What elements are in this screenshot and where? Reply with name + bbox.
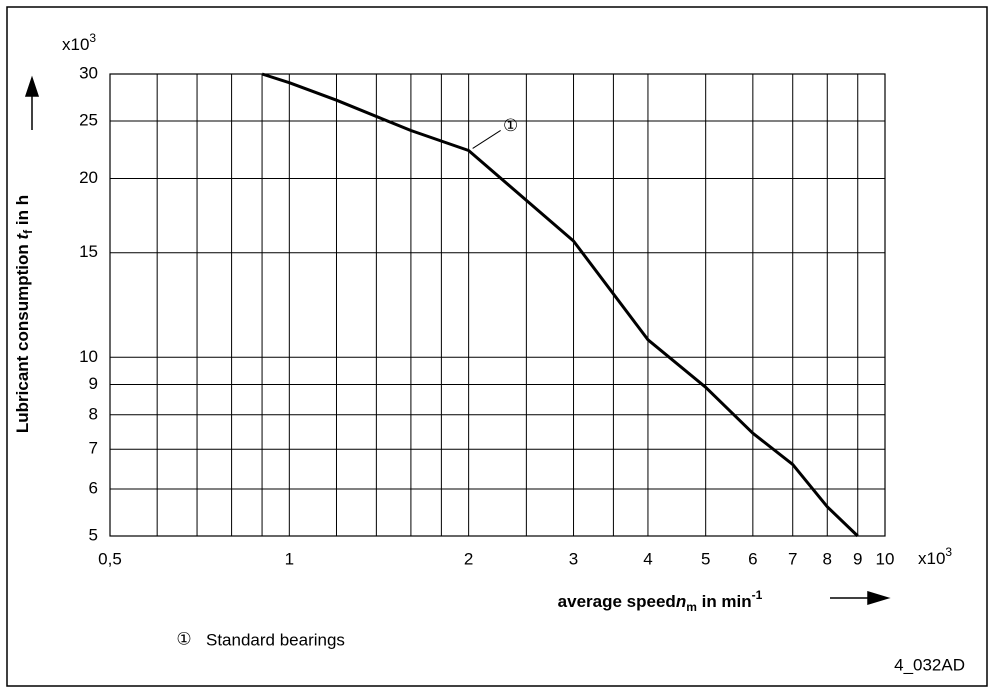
x-tick-label: 1 [285, 549, 294, 568]
y-tick-label: 5 [89, 525, 98, 544]
x-tick-label: 10 [876, 549, 895, 568]
curve-marker: ① [503, 116, 518, 135]
data-line [261, 72, 859, 538]
multiplier-base: x10 [918, 549, 945, 568]
multiplier-exp: 3 [89, 31, 96, 45]
y-tick-label: 20 [79, 168, 98, 187]
legend-marker: ① [176, 629, 191, 648]
callout-line [472, 130, 501, 149]
x-multiplier: x103 [918, 545, 952, 568]
label-var: t [13, 233, 32, 240]
y-tick-label: 30 [79, 63, 98, 82]
x-tick-label: 9 [853, 549, 862, 568]
label-unit: in min [697, 592, 752, 611]
x-tick-label: 6 [748, 549, 757, 568]
label-text: average speed [558, 592, 676, 611]
y-axis-label: Lubricant consumption tf in h [13, 195, 35, 433]
x-tick-label: 3 [569, 549, 578, 568]
y-tick-label: 25 [79, 110, 98, 129]
x-arrow [830, 590, 891, 606]
multiplier-base: x10 [62, 35, 89, 54]
label-var: n [676, 592, 686, 611]
plot-area [109, 73, 886, 537]
legend-label: Standard bearings [206, 630, 345, 649]
x-tick-label: 7 [788, 549, 797, 568]
y-tick-label: 15 [79, 242, 98, 261]
y-tick-label: 10 [79, 347, 98, 366]
x-axis-label: average speednm in min-1 [558, 588, 763, 614]
label-sub: m [686, 600, 697, 614]
y-tick-label: 9 [89, 374, 98, 393]
x-tick-label: 4 [643, 549, 652, 568]
label-sup: -1 [752, 588, 763, 602]
y-arrow [24, 75, 40, 130]
label-sub: f [21, 229, 35, 234]
x-tick-label: 2 [464, 549, 473, 568]
y-tick-label: 7 [89, 439, 98, 458]
y-tick-label: 8 [89, 404, 98, 423]
label-unit: in h [13, 195, 32, 230]
figure-code: 4_032AD [894, 655, 965, 674]
frame [6, 6, 988, 687]
x-tick-label: 0,5 [98, 549, 122, 568]
x-tick-label: 8 [823, 549, 832, 568]
y-multiplier: x103 [62, 31, 96, 54]
label-text: Lubricant consumption [13, 240, 32, 434]
multiplier-exp: 3 [945, 545, 952, 559]
y-tick-label: 6 [89, 478, 98, 497]
x-tick-label: 5 [701, 549, 710, 568]
